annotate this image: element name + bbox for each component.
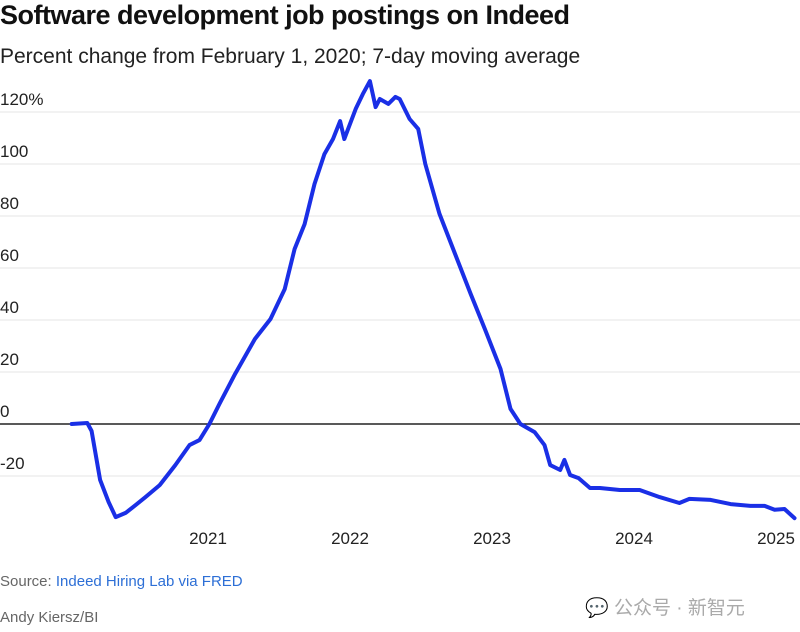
watermark-text: 公众号 · 新智元 [613, 598, 745, 619]
watermark: 💬 公众号 · 新智元 [585, 593, 745, 620]
wechat-icon: 💬 [585, 598, 609, 619]
y-tick-label: -20 [0, 454, 25, 473]
source-label: Source: [0, 573, 52, 590]
x-tick-label: 2021 [189, 529, 227, 548]
series-line [69, 79, 797, 521]
x-tick-label: 2024 [615, 529, 653, 548]
y-tick-label: 60 [0, 246, 19, 265]
x-tick-label: 2023 [473, 529, 511, 548]
y-tick-label: 80 [0, 194, 19, 213]
credit: Andy Kiersz/BI [0, 609, 99, 626]
y-tick-label: 120% [0, 90, 43, 109]
chart-title: Software development job postings on Ind… [0, 0, 570, 30]
y-tick-label: 20 [0, 350, 19, 369]
line-chart: -20 0 20 40 60 80 100 120% 2021 2022 2023 2024 2025 [0, 79, 800, 548]
x-tick-label: 2025 [757, 529, 795, 548]
y-tick-label: 100 [0, 142, 28, 161]
source-line: Source: Indeed Hiring Lab via FRED [0, 573, 243, 590]
x-tick-label: 2022 [331, 529, 369, 548]
y-tick-label: 40 [0, 298, 19, 317]
y-tick-label: 0 [0, 402, 9, 421]
chart-subtitle: Percent change from February 1, 2020; 7-… [0, 45, 581, 68]
source-link[interactable]: Indeed Hiring Lab via FRED [55, 573, 243, 590]
